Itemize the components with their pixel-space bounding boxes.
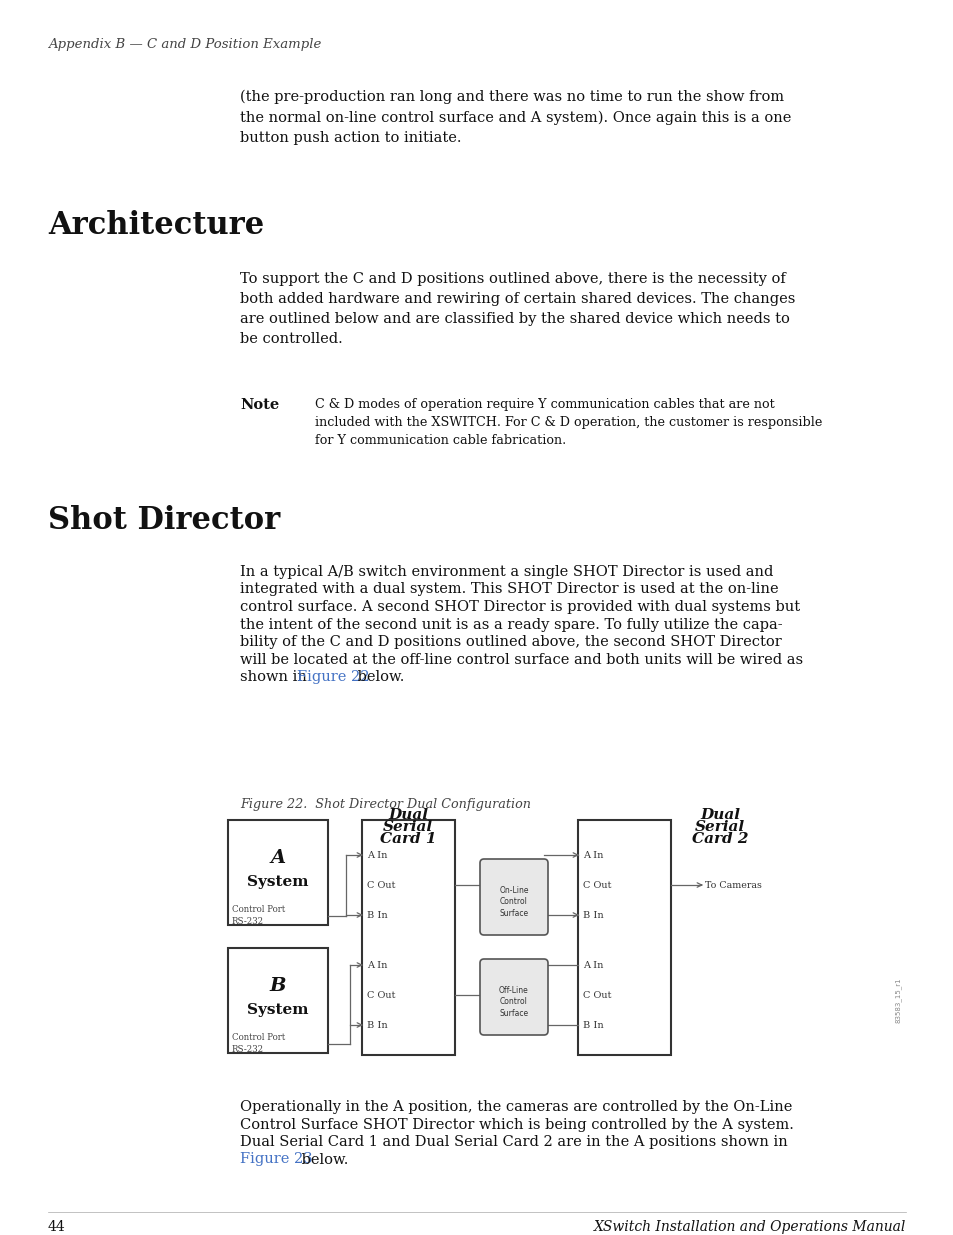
Text: below.: below.: [353, 671, 404, 684]
Text: C Out: C Out: [582, 881, 611, 889]
Text: To support the C and D positions outlined above, there is the necessity of
both : To support the C and D positions outline…: [240, 272, 795, 346]
Text: Dual: Dual: [388, 808, 428, 823]
Text: C Out: C Out: [367, 990, 395, 999]
Text: On-Line
Control
Surface: On-Line Control Surface: [498, 887, 528, 918]
Bar: [361, 820, 455, 1055]
Text: A In: A In: [582, 851, 602, 860]
Bar: [228, 948, 328, 1053]
Text: B In: B In: [367, 910, 387, 920]
Text: C & D modes of operation require Y communication cables that are not
included wi: C & D modes of operation require Y commu…: [314, 398, 821, 447]
Text: System: System: [247, 1003, 309, 1016]
FancyBboxPatch shape: [479, 960, 547, 1035]
Text: Shot Director: Shot Director: [48, 505, 280, 536]
Text: bility of the C and D positions outlined above, the second SHOT Director: bility of the C and D positions outlined…: [240, 635, 781, 650]
Text: System: System: [247, 876, 309, 889]
FancyBboxPatch shape: [479, 860, 547, 935]
Text: Card 1: Card 1: [379, 832, 436, 846]
Text: Dual: Dual: [700, 808, 740, 823]
Text: Figure 23: Figure 23: [240, 1152, 313, 1167]
Text: will be located at the off-line control surface and both units will be wired as: will be located at the off-line control …: [240, 652, 802, 667]
Text: C Out: C Out: [582, 990, 611, 999]
Bar: [578, 820, 670, 1055]
Text: integrated with a dual system. This SHOT Director is used at the on-line: integrated with a dual system. This SHOT…: [240, 583, 778, 597]
Text: Serial: Serial: [694, 820, 744, 834]
Text: (the pre-production ran long and there was no time to run the show from
the norm: (the pre-production ran long and there w…: [240, 90, 791, 144]
Text: C Out: C Out: [367, 881, 395, 889]
Text: Control Port: Control Port: [232, 905, 285, 914]
Text: Appendix B — C and D Position Example: Appendix B — C and D Position Example: [48, 38, 321, 51]
Text: Dual Serial Card 1 and Dual Serial Card 2 are in the A positions shown in: Dual Serial Card 1 and Dual Serial Card …: [240, 1135, 787, 1149]
Bar: [228, 820, 328, 925]
Text: A In: A In: [367, 961, 387, 969]
Text: Operationally in the A position, the cameras are controlled by the On-Line: Operationally in the A position, the cam…: [240, 1100, 792, 1114]
Text: In a typical A/B switch environment a single SHOT Director is used and: In a typical A/B switch environment a si…: [240, 564, 773, 579]
Text: 83583_15_r1: 83583_15_r1: [894, 977, 901, 1023]
Text: Control Surface SHOT Director which is being controlled by the A system.: Control Surface SHOT Director which is b…: [240, 1118, 793, 1131]
Text: Figure 22.  Shot Director Dual Configuration: Figure 22. Shot Director Dual Configurat…: [240, 798, 531, 811]
Text: Figure 22: Figure 22: [296, 671, 369, 684]
Text: A: A: [270, 848, 285, 867]
Text: control surface. A second SHOT Director is provided with dual systems but: control surface. A second SHOT Director …: [240, 600, 800, 614]
Text: Note: Note: [240, 398, 279, 412]
Text: the intent of the second unit is as a ready spare. To fully utilize the capa-: the intent of the second unit is as a re…: [240, 618, 781, 631]
Text: shown in: shown in: [240, 671, 312, 684]
Text: Control Port: Control Port: [232, 1034, 285, 1042]
Text: Card 2: Card 2: [691, 832, 747, 846]
Text: XSwitch Installation and Operations Manual: XSwitch Installation and Operations Manu…: [593, 1220, 905, 1234]
Text: RS-232: RS-232: [232, 916, 264, 925]
Text: B: B: [270, 977, 286, 995]
Text: RS-232: RS-232: [232, 1045, 264, 1053]
Text: B In: B In: [582, 1020, 603, 1030]
Text: Serial: Serial: [382, 820, 433, 834]
Text: Off-Line
Control
Surface: Off-Line Control Surface: [498, 987, 528, 1018]
Text: 44: 44: [48, 1220, 66, 1234]
Text: A In: A In: [367, 851, 387, 860]
Text: below.: below.: [296, 1152, 348, 1167]
Text: Architecture: Architecture: [48, 210, 264, 241]
Text: To Cameras: To Cameras: [704, 881, 761, 889]
Text: B In: B In: [367, 1020, 387, 1030]
Text: A In: A In: [582, 961, 602, 969]
Text: B In: B In: [582, 910, 603, 920]
